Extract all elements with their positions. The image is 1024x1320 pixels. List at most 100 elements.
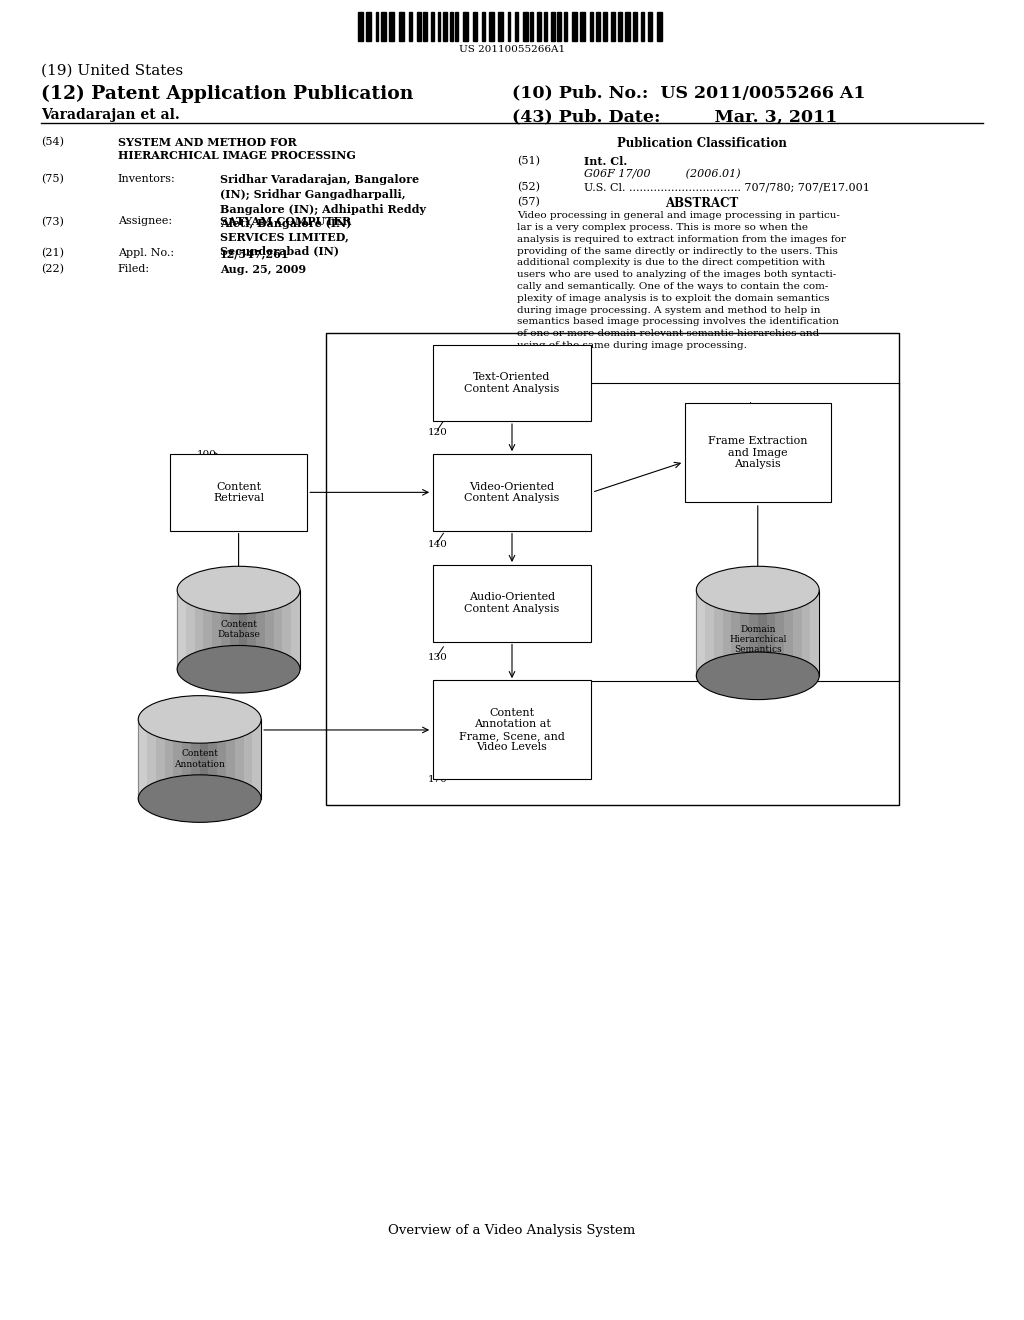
Bar bbox=[381, 12, 386, 41]
Text: Video-Oriented
Content Analysis: Video-Oriented Content Analysis bbox=[464, 482, 560, 503]
FancyBboxPatch shape bbox=[432, 345, 592, 421]
Bar bbox=[443, 12, 446, 41]
Bar bbox=[551, 12, 555, 41]
Bar bbox=[221, 590, 229, 669]
Bar bbox=[489, 12, 494, 41]
Bar bbox=[177, 590, 300, 669]
Bar bbox=[590, 12, 594, 41]
Text: Content
Annotation: Content Annotation bbox=[174, 750, 225, 768]
Text: Content
Retrieval: Content Retrieval bbox=[213, 482, 264, 503]
Text: G06F 17/00          (2006.01): G06F 17/00 (2006.01) bbox=[584, 169, 740, 180]
Bar bbox=[456, 12, 458, 41]
Bar bbox=[389, 12, 394, 41]
Text: Inventors:: Inventors: bbox=[118, 174, 175, 185]
Bar bbox=[291, 590, 300, 669]
Bar bbox=[802, 590, 810, 676]
Bar bbox=[618, 12, 622, 41]
FancyBboxPatch shape bbox=[432, 681, 592, 779]
Bar bbox=[186, 590, 195, 669]
Bar bbox=[481, 12, 485, 41]
Bar bbox=[473, 12, 476, 41]
Text: 150: 150 bbox=[735, 429, 755, 438]
Bar bbox=[580, 12, 585, 41]
Bar bbox=[256, 590, 265, 669]
Text: Appl. No.:: Appl. No.: bbox=[118, 248, 174, 259]
Bar bbox=[195, 590, 204, 669]
Bar bbox=[563, 12, 567, 41]
Bar bbox=[596, 12, 600, 41]
Bar bbox=[226, 719, 234, 799]
Bar bbox=[265, 590, 273, 669]
Bar bbox=[557, 12, 561, 41]
Bar bbox=[200, 719, 209, 799]
Bar bbox=[138, 719, 147, 799]
Bar bbox=[611, 12, 614, 41]
Text: 180: 180 bbox=[158, 795, 177, 804]
Bar bbox=[530, 12, 532, 41]
Bar bbox=[648, 12, 652, 41]
Text: 160: 160 bbox=[735, 657, 755, 667]
Bar bbox=[252, 719, 261, 799]
Bar bbox=[399, 12, 404, 41]
Ellipse shape bbox=[138, 696, 261, 743]
Text: 120: 120 bbox=[428, 428, 447, 437]
Text: 100: 100 bbox=[197, 450, 216, 459]
Bar bbox=[212, 590, 221, 669]
Text: Content
Annotation at
Frame, Scene, and
Video Levels: Content Annotation at Frame, Scene, and … bbox=[459, 708, 565, 752]
Bar bbox=[508, 12, 510, 41]
Bar bbox=[182, 719, 190, 799]
Text: (73): (73) bbox=[41, 216, 63, 227]
Text: Filed:: Filed: bbox=[118, 264, 150, 275]
Bar bbox=[229, 590, 239, 669]
Bar bbox=[758, 590, 767, 676]
Bar bbox=[244, 719, 252, 799]
Text: Sridhar Varadarajan, Bangalore
(IN); Sridhar Gangadharpalli,
Bangalore (IN); Adh: Sridhar Varadarajan, Bangalore (IN); Sri… bbox=[220, 174, 426, 230]
Text: Text-Oriented
Content Analysis: Text-Oriented Content Analysis bbox=[464, 372, 560, 393]
Ellipse shape bbox=[138, 775, 261, 822]
Text: (12) Patent Application Publication: (12) Patent Application Publication bbox=[41, 84, 414, 103]
Text: 140: 140 bbox=[428, 540, 447, 549]
Bar bbox=[173, 719, 182, 799]
Bar bbox=[451, 12, 453, 41]
Bar bbox=[731, 590, 740, 676]
Text: Video processing in general and image processing in particu-
lar is a very compl: Video processing in general and image pr… bbox=[517, 211, 846, 350]
Bar bbox=[749, 590, 758, 676]
FancyBboxPatch shape bbox=[432, 454, 592, 531]
Bar bbox=[248, 590, 256, 669]
Bar bbox=[239, 590, 248, 669]
Text: (19) United States: (19) United States bbox=[41, 63, 183, 78]
Text: (75): (75) bbox=[41, 174, 63, 185]
Bar bbox=[358, 12, 364, 41]
Bar bbox=[706, 590, 714, 676]
Text: US 20110055266A1: US 20110055266A1 bbox=[459, 45, 565, 54]
Text: (52): (52) bbox=[517, 182, 540, 193]
Bar bbox=[376, 12, 378, 41]
Bar bbox=[793, 590, 802, 676]
Text: Int. Cl.: Int. Cl. bbox=[584, 156, 627, 166]
Bar bbox=[190, 719, 200, 799]
Bar bbox=[438, 12, 440, 41]
Text: 130: 130 bbox=[428, 653, 447, 663]
Bar bbox=[633, 12, 637, 41]
Bar bbox=[204, 590, 212, 669]
Bar bbox=[522, 12, 527, 41]
Text: Publication Classification: Publication Classification bbox=[616, 137, 786, 150]
Bar bbox=[767, 590, 775, 676]
Text: Aug. 25, 2009: Aug. 25, 2009 bbox=[220, 264, 306, 275]
Bar bbox=[784, 590, 793, 676]
Bar bbox=[810, 590, 819, 676]
Text: Audio-Oriented
Content Analysis: Audio-Oriented Content Analysis bbox=[464, 593, 560, 614]
Bar bbox=[775, 590, 784, 676]
Text: (54): (54) bbox=[41, 137, 63, 148]
Text: SATYAM COMPUTER
SERVICES LIMITED,
Secunderabad (IN): SATYAM COMPUTER SERVICES LIMITED, Secund… bbox=[220, 216, 351, 256]
Bar bbox=[177, 590, 186, 669]
Text: Content
Database: Content Database bbox=[217, 620, 260, 639]
Text: Frame Extraction
and Image
Analysis: Frame Extraction and Image Analysis bbox=[708, 436, 808, 470]
Bar bbox=[366, 12, 371, 41]
Text: Overview of a Video Analysis System: Overview of a Video Analysis System bbox=[388, 1224, 636, 1237]
Bar bbox=[603, 12, 607, 41]
Text: 110: 110 bbox=[197, 657, 216, 667]
Bar bbox=[714, 590, 723, 676]
Bar bbox=[423, 12, 427, 41]
Bar bbox=[656, 12, 662, 41]
